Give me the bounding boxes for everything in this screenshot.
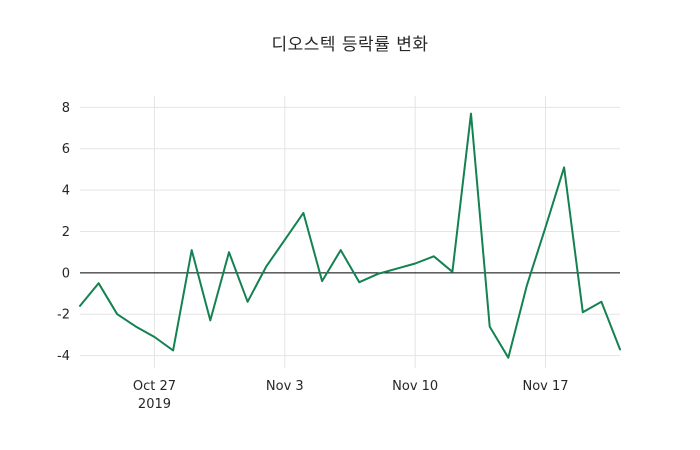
y-axis-tick-label: -2 [57,308,70,323]
y-axis-tick-label: 4 [62,184,70,199]
x-axis-tick-label: Nov 10 [392,379,438,394]
x-axis-tick-label: Oct 27 [133,379,176,394]
data-series-line [79,112,621,359]
x-axis-tick-label: Nov 17 [522,379,568,394]
y-axis-tick-label: 0 [62,266,70,281]
y-axis-tick-label: 6 [62,142,70,157]
y-axis-tick-label: 2 [62,225,70,240]
chart-title: 디오스텍 등락률 변화 [271,35,429,55]
x-axis-tick-label: Nov 3 [266,379,304,394]
y-axis-tick-label: -4 [57,349,70,364]
x-axis-tick-sublabel: 2019 [138,397,171,412]
y-axis-tick-label: 8 [62,101,70,116]
